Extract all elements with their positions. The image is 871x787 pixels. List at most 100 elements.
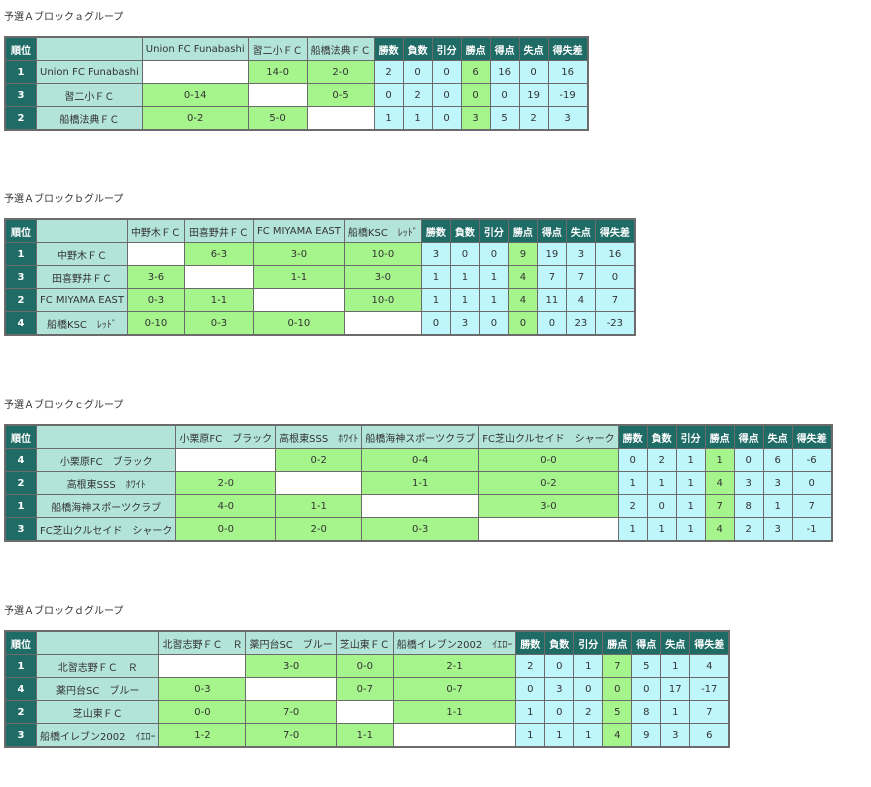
result-cell: 2-0	[306, 60, 375, 84]
goals-for-cell: 5	[631, 654, 662, 678]
points-cell: 5	[602, 700, 633, 724]
team-name-cell: 芝山東ＦＣ	[35, 700, 160, 724]
stat-header-goals-against: 失点	[518, 36, 549, 61]
self-match-cell	[306, 106, 375, 131]
stat-header-goal-diff: 得失差	[791, 424, 833, 449]
stat-header-goals-against: 失点	[660, 630, 691, 655]
team-col-header: 芝山東ＦＣ	[335, 630, 394, 655]
draws-cell: 1	[478, 288, 509, 312]
goals-against-cell: 3	[660, 723, 691, 748]
draws-cell: 1	[675, 471, 706, 495]
rank-cell: 3	[4, 723, 37, 748]
corner-cell	[35, 424, 177, 449]
table-row: 4 船橋KSC ﾚｯﾄﾞ 0-10 0-3 0-10 0 3 0 0 0 23 …	[4, 311, 636, 336]
wins-cell: 0	[515, 677, 546, 701]
draws-cell: 1	[675, 517, 706, 542]
wins-cell: 0	[373, 83, 404, 107]
team-col-header: 船橋イレブン2002 ｲｴﾛｰ	[392, 630, 517, 655]
rank-cell: 2	[4, 471, 37, 495]
stat-header-goals-for: 得点	[489, 36, 520, 61]
wins-cell: 1	[515, 700, 546, 724]
goals-for-cell: 11	[536, 288, 567, 312]
draws-cell: 0	[478, 242, 509, 266]
points-cell: 0	[507, 311, 538, 336]
goal-diff-cell: 3	[547, 106, 589, 131]
draws-cell: 0	[431, 83, 462, 107]
result-cell: 0-7	[335, 677, 394, 701]
goal-diff-cell: 16	[594, 242, 636, 266]
team-col-header: 北習志野ＦＣ Ｒ	[158, 630, 247, 655]
goals-against-cell: 3	[762, 517, 793, 542]
stat-header-goals-for: 得点	[733, 424, 764, 449]
points-cell: 6	[460, 60, 491, 84]
wins-cell: 1	[420, 265, 451, 289]
self-match-cell	[141, 60, 249, 84]
stat-header-wins: 勝数	[617, 424, 648, 449]
wins-cell: 0	[420, 311, 451, 336]
goals-against-cell: 19	[518, 83, 549, 107]
team-name-cell: 習二小ＦＣ	[36, 83, 143, 107]
group-d-title: 予選Ａブロックｄグループ	[4, 606, 124, 617]
rank-cell: 2	[4, 106, 37, 131]
group-c-title: 予選Ａブロックｃグループ	[4, 400, 124, 411]
team-name-cell: 船橋イレブン2002 ｲｴﾛｰ	[35, 723, 160, 748]
goals-for-cell: 5	[489, 106, 520, 131]
table-row: 2 芝山東ＦＣ 0-0 7-0 1-1 1 0 2 5 8 1 7	[4, 700, 730, 724]
losses-cell: 3	[449, 311, 480, 336]
stat-header-points: 勝点	[602, 630, 633, 655]
corner-cell	[36, 218, 128, 243]
table-row: 3 船橋イレブン2002 ｲｴﾛｰ 1-2 7-0 1-1 1 1 1 4 9 …	[4, 723, 730, 748]
result-cell: 0-3	[361, 517, 480, 542]
points-cell: 4	[704, 471, 735, 495]
wins-cell: 1	[617, 517, 648, 542]
stat-header-goal-diff: 得失差	[547, 36, 589, 61]
goal-diff-cell: -19	[547, 83, 589, 107]
draws-cell: 1	[675, 448, 706, 472]
result-cell: 0-14	[141, 83, 249, 107]
losses-cell: 0	[402, 60, 433, 84]
goals-against-cell: 1	[660, 700, 691, 724]
goal-diff-cell: 7	[594, 288, 636, 312]
rank-header: 順位	[4, 218, 37, 243]
self-match-cell	[245, 677, 337, 701]
table-row: 2 高根東SSS ﾎﾜｲﾄ 2-0 1-1 0-2 1 1 1 4 3 3 0	[4, 471, 833, 495]
draws-cell: 0	[478, 311, 509, 336]
stat-header-points: 勝点	[507, 218, 538, 243]
result-cell: 3-6	[126, 265, 185, 289]
goals-for-cell: 3	[733, 471, 764, 495]
result-cell: 1-1	[183, 288, 254, 312]
table-row: 1 船橋海神スポーツクラブ 4-0 1-1 3-0 2 0 1 7 8 1 7	[4, 494, 833, 518]
team-col-header: Union FC Funabashi	[141, 36, 249, 61]
goals-for-cell: 16	[489, 60, 520, 84]
rank-header: 順位	[4, 424, 37, 449]
result-cell: 0-4	[361, 448, 480, 472]
goal-diff-cell: 4	[689, 654, 730, 678]
losses-cell: 0	[449, 242, 480, 266]
goals-against-cell: 3	[762, 471, 793, 495]
result-cell: 0-0	[175, 517, 277, 542]
corner-cell	[36, 36, 143, 61]
group-c-table: 順位 小栗原FC ブラック 高根東SSS ﾎﾜｲﾄ 船橋海神スポーツクラブ FC…	[4, 424, 833, 542]
result-cell: 2-1	[392, 654, 517, 678]
self-match-cell	[175, 448, 277, 472]
stat-header-points: 勝点	[460, 36, 491, 61]
draws-cell: 0	[573, 677, 604, 701]
points-cell: 4	[507, 288, 538, 312]
self-match-cell	[126, 242, 185, 266]
result-cell: 0-3	[183, 311, 254, 336]
losses-cell: 1	[449, 265, 480, 289]
goals-for-cell: 0	[536, 311, 567, 336]
draws-cell: 1	[675, 494, 706, 518]
rank-header: 順位	[4, 630, 37, 655]
self-match-cell	[158, 654, 247, 678]
goal-diff-cell: -6	[791, 448, 833, 472]
table-row: 3 田喜野井ＦＣ 3-6 1-1 3-0 1 1 1 4 7 7 0	[4, 265, 636, 289]
group-d-table: 順位 北習志野ＦＣ Ｒ 薬円台SC ブルー 芝山東ＦＣ 船橋イレブン2002 ｲ…	[4, 630, 731, 748]
rank-cell: 1	[4, 242, 37, 266]
team-col-header: 田喜野井ＦＣ	[183, 218, 254, 243]
team-name-cell: Union FC Funabashi	[36, 60, 143, 84]
goals-for-cell: 0	[489, 83, 520, 107]
table-row: 2 FC MIYAMA EAST 0-3 1-1 10-0 1 1 1 4 11…	[4, 288, 636, 312]
result-cell: 0-0	[158, 700, 247, 724]
wins-cell: 1	[373, 106, 404, 131]
